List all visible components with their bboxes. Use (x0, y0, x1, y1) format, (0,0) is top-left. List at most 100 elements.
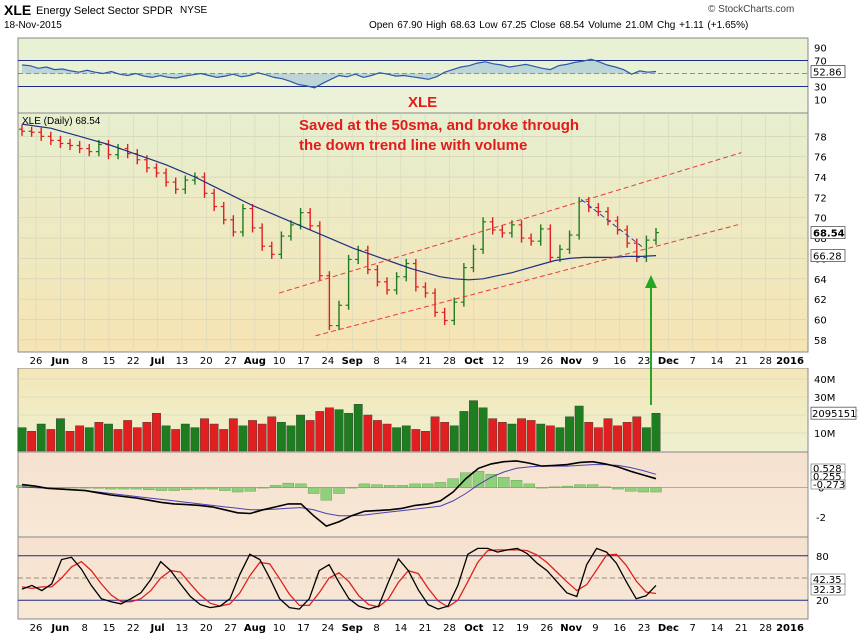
price-tick-label: 64 (814, 275, 827, 286)
price-tick-label: 74 (814, 173, 827, 184)
x-axis-label: 9 (592, 356, 598, 367)
volume-bar (488, 418, 498, 452)
macd-histogram-bar (307, 487, 320, 494)
macd-histogram-bar (117, 487, 130, 490)
volume-bar (373, 420, 382, 452)
x-axis-label: 24 (322, 623, 335, 634)
macd-histogram-bar (358, 483, 371, 488)
macd-histogram-bar (434, 482, 447, 488)
x-axis-label: 2016 (776, 356, 804, 367)
x-axis-label: 19 (516, 623, 529, 634)
volume-bar (27, 431, 37, 452)
x-axis-label: 7 (690, 623, 696, 634)
x-axis-label: Nov (560, 623, 582, 634)
annotation-line2: the down trend line with volume (299, 137, 528, 154)
x-axis-label: Jul (149, 623, 164, 634)
x-axis-label: 20 (200, 623, 213, 634)
price-tick-label: 76 (814, 153, 827, 164)
macd-histogram-bar (79, 487, 92, 489)
macd-histogram-bar (472, 471, 485, 488)
trendline (315, 223, 742, 337)
x-axis-label: 24 (322, 356, 335, 367)
volume-bar (180, 423, 190, 452)
macd-last-label: -0.273 (813, 480, 845, 491)
volume-bar (200, 418, 209, 452)
volume-bar (248, 420, 257, 452)
macd-histogram-bar (282, 482, 294, 488)
rsi-last-box (810, 65, 846, 79)
stoch-k-line (21, 547, 657, 610)
symbol-title: XLE (4, 2, 32, 18)
x-axis-label: 8 (81, 623, 87, 634)
volume-bar (123, 420, 133, 452)
macd-histogram-bar (561, 485, 573, 488)
sma50-line (21, 123, 657, 281)
macd-histogram-bar (244, 487, 256, 492)
volume-bar (56, 418, 65, 452)
volume-bar (104, 423, 113, 452)
x-axis-label: 22 (127, 623, 140, 634)
macd-histogram-bar (155, 487, 168, 491)
x-axis-label: 19 (516, 356, 529, 367)
volume-bar (219, 429, 229, 452)
x-axis-label: 28 (443, 356, 456, 367)
volume-tick-label: 10M (814, 429, 835, 440)
macd-histogram-bar (143, 487, 155, 491)
x-axis-label: 13 (176, 356, 189, 367)
macd-histogram-bar (447, 478, 459, 488)
trendline (279, 152, 742, 294)
volume-bar (75, 425, 85, 452)
x-axis-label: 28 (759, 356, 772, 367)
price-tick-label: 58 (814, 336, 827, 347)
x-axis-label: 21 (735, 356, 748, 367)
x-axis-label: 2016 (776, 623, 804, 634)
x-axis-label: 21 (419, 623, 432, 634)
macd-histogram-bar (206, 487, 218, 490)
stoch-last-box (810, 583, 846, 596)
macd-last-label: 0.528 (813, 464, 842, 475)
volume-bar (517, 418, 526, 452)
macd-histogram-bar (130, 487, 142, 490)
macd-histogram-bar (181, 487, 193, 491)
x-axis-label: 20 (200, 356, 213, 367)
trendline (580, 199, 645, 249)
volume-bar (324, 407, 334, 452)
macd-histogram-bar (295, 483, 307, 488)
x-axis-label: 17 (297, 356, 310, 367)
macd-histogram-bar (612, 487, 624, 490)
volume-bar (411, 429, 421, 452)
volume-bar (113, 429, 123, 452)
macd-histogram-bar (371, 484, 383, 488)
x-axis-band (0, 353, 858, 368)
x-axis-label: 26 (30, 356, 43, 367)
x-axis-label: 7 (690, 356, 696, 367)
x-axis-label: 23 (638, 356, 651, 367)
volume-bar (94, 422, 104, 452)
x-axis-label: Jul (149, 356, 164, 367)
volume-last-box (810, 406, 857, 420)
volume-bar (296, 414, 305, 452)
x-axis-label: 15 (103, 623, 116, 634)
macd-histogram-bar (485, 474, 497, 488)
volume-bar (267, 416, 277, 452)
x-axis-label: 8 (373, 623, 379, 634)
annotation-title: XLE (408, 94, 438, 111)
macd-histogram-bar (624, 487, 637, 492)
x-axis-label: 10 (273, 623, 286, 634)
volume-last-label: 20951511 (812, 409, 858, 420)
macd-histogram-bar (269, 485, 282, 488)
volume-bar (257, 423, 267, 452)
macd-histogram-bar (168, 487, 180, 491)
volume-bar (228, 418, 238, 452)
x-axis-label: 13 (176, 623, 189, 634)
macd-histogram-bar (384, 485, 396, 488)
volume-bar (84, 427, 94, 452)
x-axis-label: 28 (443, 623, 456, 634)
price-tick-label: 78 (814, 132, 827, 143)
macd-histogram-bar (650, 487, 662, 493)
macd-histogram-bar (523, 483, 535, 488)
x-axis-label: 9 (592, 623, 598, 634)
volume-tick-label: 40M (814, 375, 835, 386)
volume-bar (132, 427, 142, 452)
